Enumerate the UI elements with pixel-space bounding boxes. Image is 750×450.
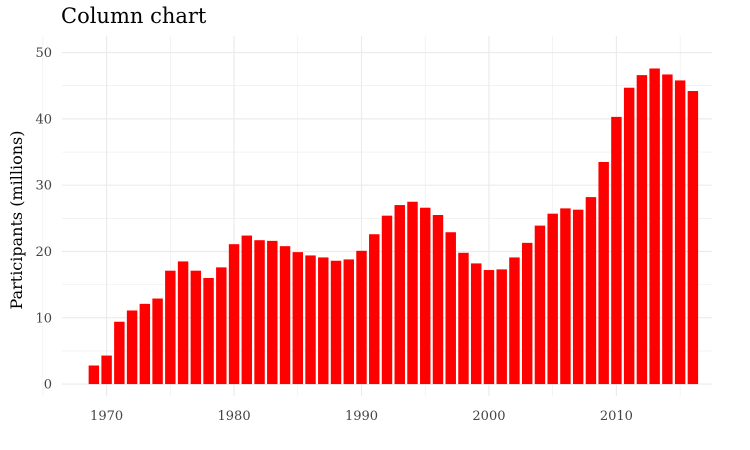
bar bbox=[381, 215, 393, 385]
bar bbox=[598, 161, 609, 385]
bar bbox=[623, 87, 635, 385]
bar bbox=[662, 74, 673, 385]
bar bbox=[356, 250, 367, 385]
y-tick-label: 50 bbox=[35, 46, 52, 61]
bar bbox=[254, 240, 265, 385]
bar bbox=[241, 235, 253, 385]
bar bbox=[445, 232, 456, 385]
bar bbox=[228, 244, 240, 385]
bar bbox=[432, 215, 444, 385]
bar bbox=[126, 310, 138, 385]
bar bbox=[292, 252, 304, 385]
bar bbox=[547, 213, 558, 385]
bar bbox=[114, 321, 125, 385]
bar bbox=[687, 91, 699, 385]
bar bbox=[279, 246, 291, 385]
bar bbox=[534, 225, 546, 385]
bar bbox=[458, 252, 469, 385]
bar bbox=[305, 255, 316, 385]
x-tick-label: 1990 bbox=[345, 409, 378, 424]
bar bbox=[318, 257, 329, 385]
bar bbox=[88, 365, 100, 385]
bar bbox=[343, 259, 354, 385]
y-tick-label: 30 bbox=[35, 179, 52, 194]
bar bbox=[369, 234, 380, 385]
x-tick-label: 2000 bbox=[472, 409, 505, 424]
bar bbox=[330, 260, 342, 385]
bar bbox=[649, 68, 660, 385]
y-tick-label: 0 bbox=[44, 378, 52, 393]
x-tick-label: 1970 bbox=[90, 409, 123, 424]
y-axis-title: Participants (millions) bbox=[7, 131, 26, 310]
bar bbox=[177, 261, 189, 385]
bar bbox=[560, 208, 571, 385]
y-tick-label: 40 bbox=[35, 112, 52, 127]
bars bbox=[88, 68, 699, 385]
bar bbox=[483, 270, 495, 385]
y-tick-label: 10 bbox=[35, 311, 52, 326]
y-axis-ticks: 0 10 20 30 40 50 bbox=[35, 46, 52, 392]
bar bbox=[585, 197, 597, 385]
bar bbox=[521, 242, 533, 385]
bar bbox=[190, 270, 202, 385]
bar bbox=[674, 80, 686, 385]
bar bbox=[267, 240, 278, 385]
bar bbox=[572, 209, 584, 385]
y-tick-label: 20 bbox=[35, 245, 52, 260]
x-tick-label: 2010 bbox=[600, 409, 633, 424]
bar bbox=[203, 277, 214, 385]
bar bbox=[496, 269, 507, 385]
bar bbox=[470, 263, 482, 385]
bar bbox=[394, 205, 405, 385]
bar bbox=[101, 355, 112, 385]
bar bbox=[139, 303, 151, 385]
bar bbox=[407, 201, 418, 385]
bar bbox=[611, 116, 622, 385]
bar bbox=[152, 298, 163, 385]
chart-title: Column chart bbox=[61, 4, 207, 28]
x-axis-ticks: 1970 1980 1990 2000 2010 bbox=[90, 409, 633, 424]
bar bbox=[216, 267, 227, 385]
bar bbox=[165, 270, 176, 385]
bar bbox=[509, 257, 520, 385]
bar bbox=[420, 207, 431, 385]
x-tick-label: 1980 bbox=[218, 409, 251, 424]
bar bbox=[636, 75, 648, 385]
